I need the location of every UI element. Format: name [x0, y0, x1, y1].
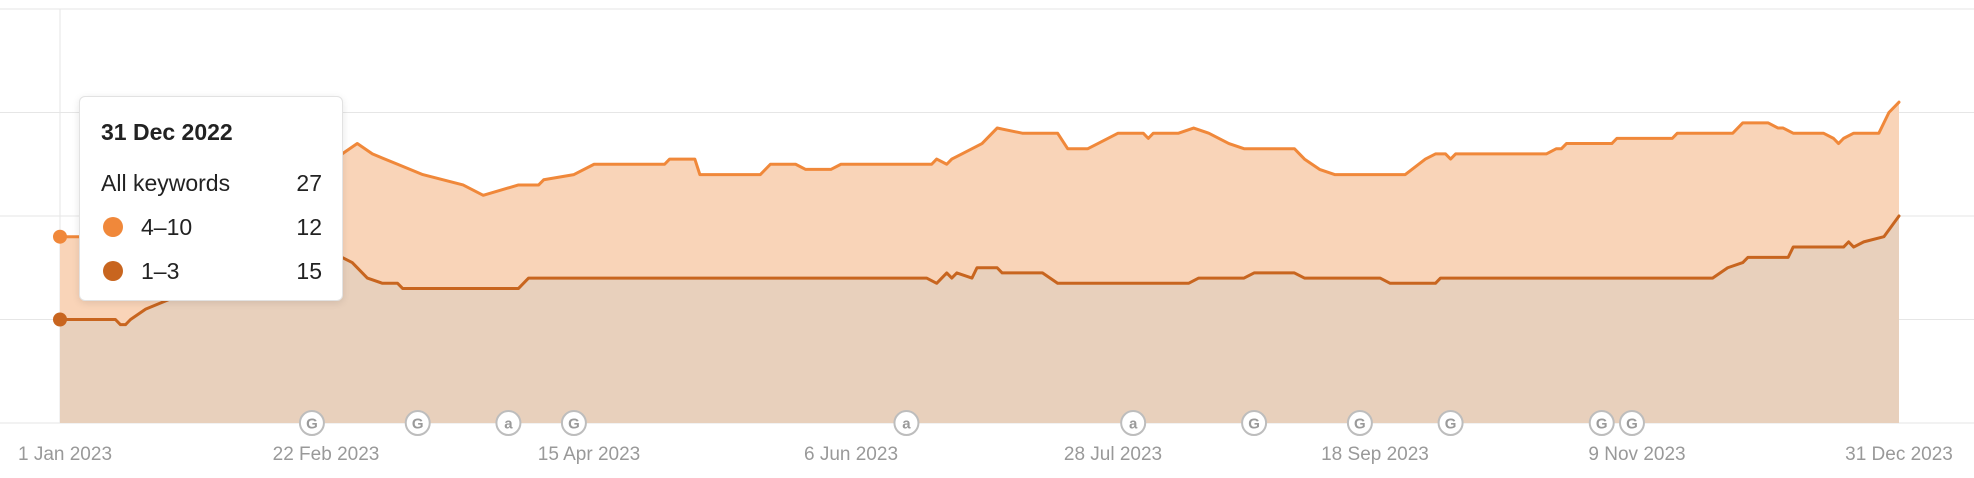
series-start-dot	[53, 312, 67, 327]
marker-label: G	[412, 416, 424, 433]
marker-label: G	[306, 416, 318, 433]
marker-label: G	[1596, 416, 1608, 433]
x-axis-ticks: 1 Jan 2023 22 Feb 2023 15 Apr 2023 6 Jun 20…	[18, 444, 1953, 465]
tooltip-series-value: 12	[296, 213, 322, 240]
tooltip-total-value: 27	[296, 169, 322, 196]
marker-label: G	[1354, 416, 1366, 433]
marker-label: a	[504, 416, 513, 433]
update-marker-icon[interactable]: G	[1346, 410, 1373, 436]
marker-label: a	[1129, 416, 1138, 433]
update-marker-icon[interactable]: G	[560, 410, 587, 436]
update-marker-icon[interactable]: G	[1241, 410, 1268, 436]
update-marker-icon[interactable]: G	[404, 410, 431, 436]
x-tick-label: 15 Apr 2023	[538, 444, 640, 465]
series-area-1	[60, 216, 1899, 423]
marker-circle	[1241, 410, 1268, 436]
marker-circle	[1437, 410, 1464, 436]
tooltip-series-label: 1–3	[141, 257, 180, 284]
series-start-dot	[53, 229, 67, 244]
marker-circle	[404, 410, 431, 436]
update-marker-icon[interactable]: G	[1588, 410, 1615, 436]
marker-circle	[1618, 410, 1645, 436]
marker-label: G	[568, 416, 580, 433]
tooltip-series-value: 15	[296, 257, 322, 284]
marker-circle	[893, 410, 920, 436]
marker-circle	[1120, 410, 1147, 436]
series-line-0	[58, 100, 1901, 249]
update-marker-icon[interactable]: G	[1437, 410, 1464, 436]
tooltip-total-row: All keywords 27	[101, 161, 322, 205]
marker-circle	[1588, 410, 1615, 436]
marker-label: a	[902, 416, 911, 433]
x-tick-label: 22 Feb 2023	[273, 444, 380, 465]
x-tick-label: 31 Dec 2023	[1845, 444, 1953, 465]
update-marker-icon[interactable]: G	[298, 410, 325, 436]
marker-label: G	[1445, 416, 1457, 433]
x-tick-label: 6 Jun 2023	[804, 444, 898, 465]
marker-circle	[495, 410, 522, 436]
x-tick-label: 18 Sep 2023	[1321, 444, 1429, 465]
tooltip-date: 31 Dec 2022	[101, 119, 233, 145]
x-tick-label: 1 Jan 2023	[18, 444, 112, 465]
marker-label: G	[1248, 416, 1260, 433]
tooltip-series-label: 4–10	[141, 213, 193, 240]
marker-label: G	[1626, 416, 1638, 433]
update-marker-icon[interactable]: a	[1120, 410, 1147, 436]
update-marker-icon[interactable]: a	[495, 410, 522, 436]
marker-circle	[298, 410, 325, 436]
marker-circle	[560, 410, 587, 436]
x-tick-label: 28 Jul 2023	[1064, 444, 1162, 465]
chart-tooltip: 31 Dec 2022 All keywords 27 4–10 12 1–3 …	[79, 96, 343, 301]
tooltip-row-1-3: 1–3 15	[101, 249, 322, 293]
x-tick-label: 9 Nov 2023	[1588, 444, 1685, 465]
tooltip-row-4-10: 4–10 12	[101, 205, 322, 249]
legend-dot-icon	[103, 261, 123, 281]
tooltip-total-label: All keywords	[101, 169, 231, 196]
series-areas	[60, 102, 1899, 424]
marker-circle	[1346, 410, 1373, 436]
update-marker-icon[interactable]: G	[1618, 410, 1645, 436]
update-marker-icon[interactable]: a	[893, 410, 920, 436]
legend-dot-icon	[103, 217, 123, 237]
